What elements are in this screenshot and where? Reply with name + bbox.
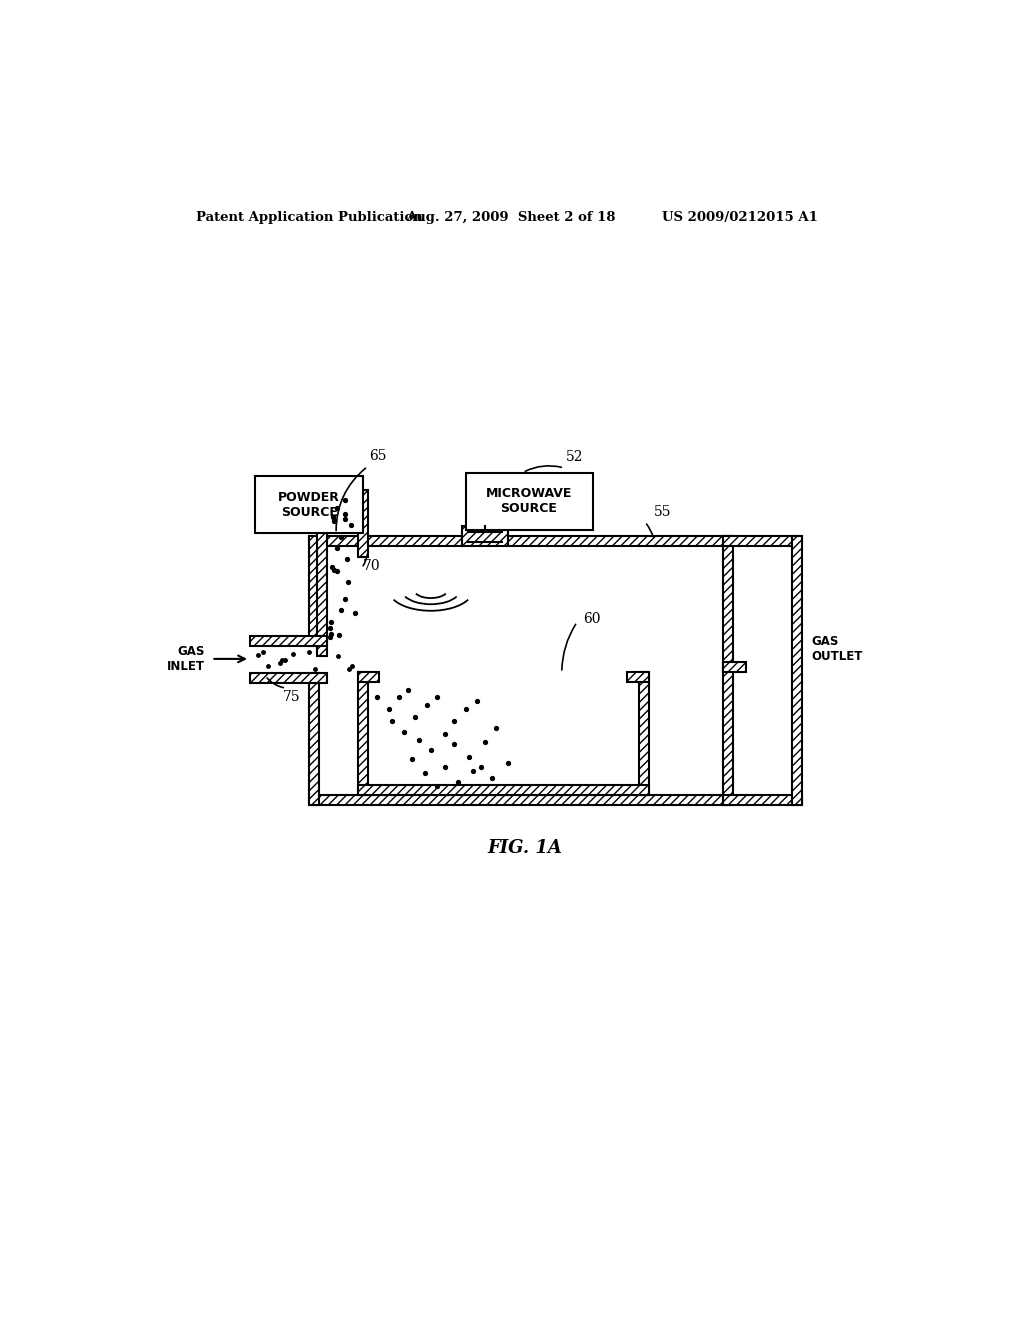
Text: 75: 75 [283, 689, 301, 704]
Bar [628, 672, 649, 682]
Text: FIG. 1A: FIG. 1A [487, 838, 562, 857]
Bar [462, 527, 508, 545]
Text: 60: 60 [584, 612, 601, 626]
Text: 70: 70 [364, 560, 381, 573]
Bar [357, 672, 379, 682]
Bar [250, 636, 327, 645]
Text: US 2009/0212015 A1: US 2009/0212015 A1 [662, 211, 818, 224]
Text: Patent Application Publication: Patent Application Publication [196, 211, 423, 224]
Bar [792, 536, 802, 805]
Bar [309, 536, 319, 645]
Text: 65: 65 [370, 449, 387, 462]
Text: GAS
OUTLET: GAS OUTLET [811, 635, 862, 663]
Text: 52: 52 [565, 450, 583, 465]
Text: Aug. 27, 2009  Sheet 2 of 18: Aug. 27, 2009 Sheet 2 of 18 [407, 211, 615, 224]
Bar [508, 536, 733, 545]
Bar [357, 672, 368, 795]
Text: GAS
INLET: GAS INLET [167, 645, 205, 673]
Bar [723, 663, 745, 672]
Bar [639, 672, 649, 795]
Bar [316, 490, 327, 656]
Bar [309, 536, 462, 545]
Text: POWDER
SOURCE: POWDER SOURCE [279, 491, 340, 519]
Bar [255, 475, 364, 533]
Bar [309, 795, 733, 805]
Bar [466, 473, 593, 531]
Bar [723, 536, 733, 805]
Text: 55: 55 [654, 504, 672, 519]
Bar [723, 536, 802, 545]
Bar [357, 490, 368, 557]
Text: MICROWAVE
SOURCE: MICROWAVE SOURCE [485, 487, 572, 515]
Bar [250, 673, 327, 682]
Bar [357, 785, 649, 795]
Bar [723, 795, 802, 805]
Bar [309, 673, 319, 805]
